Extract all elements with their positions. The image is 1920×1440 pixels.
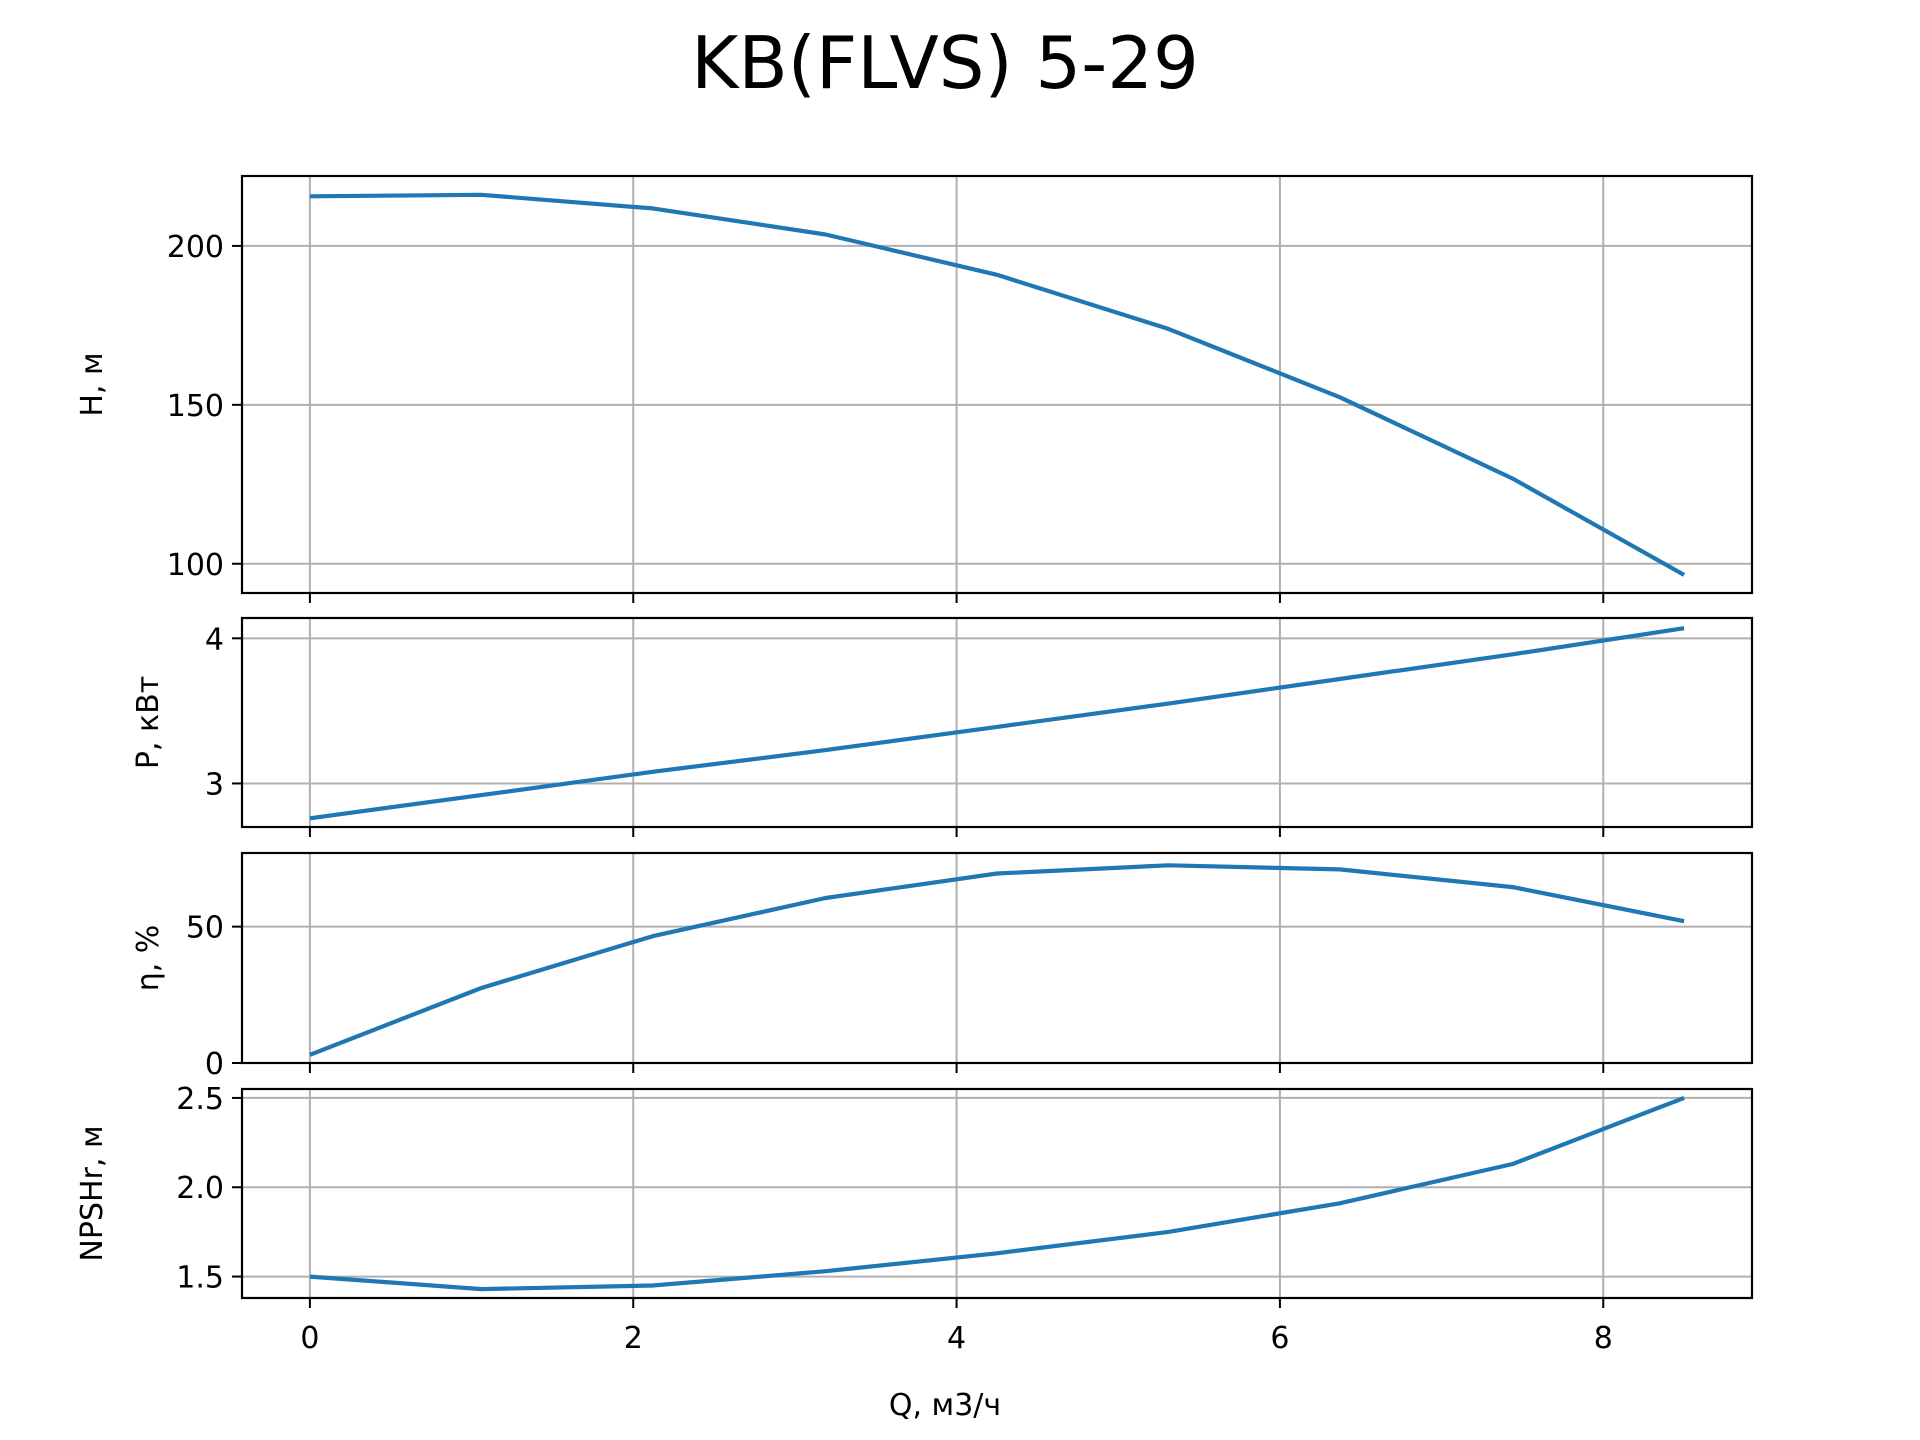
efficiency-y-tick-label: 0: [205, 1047, 224, 1082]
efficiency-panel: 0 50 η, %: [131, 851, 1754, 1082]
power-y-tick-label: 3: [205, 767, 224, 802]
x-axis-label: Q, м3/ч: [889, 1388, 1001, 1423]
npsh-y-tick-label: 1.5: [176, 1261, 224, 1296]
npsh-y-axis-label: NPSHr, м: [75, 1125, 110, 1261]
efficiency-series-line: [309, 863, 1685, 1057]
chart-title: KB(FLVS) 5-29: [691, 21, 1199, 105]
power-y-axis-label: P, кВт: [131, 676, 166, 769]
npsh-panel: 0 2 4 6 8 1.5 2.0 2.5 NPSHr, м: [75, 1082, 1754, 1356]
head-panel: 100 150 200 H, м: [75, 174, 1754, 603]
efficiency-y-axis-label: η, %: [131, 925, 166, 992]
x-tick-label: 4: [947, 1321, 966, 1356]
power-series-line: [309, 626, 1685, 821]
npsh-axes-frame: [240, 1087, 1754, 1300]
efficiency-axes-frame: [240, 851, 1754, 1065]
x-tick-label: 8: [1594, 1321, 1613, 1356]
npsh-series-line: [309, 1095, 1685, 1292]
power-panel: 3 4 P, кВт: [131, 616, 1754, 837]
head-series-line: [309, 192, 1686, 577]
subplots: 100 150 200 H, м 3 4 P, кВт 0 50 η, % 0 2 4 6 8 1.5 2.0 2…: [75, 174, 1754, 1356]
x-tick-label: 2: [624, 1321, 643, 1356]
head-axes-frame: [240, 174, 1754, 595]
head-y-tick-label: 100: [167, 548, 224, 583]
power-y-tick-label: 4: [205, 622, 224, 657]
head-y-tick-label: 200: [167, 230, 224, 265]
npsh-y-tick-label: 2.0: [176, 1171, 224, 1206]
efficiency-y-tick-label: 50: [186, 911, 224, 946]
x-tick-label: 0: [300, 1321, 319, 1356]
head-y-tick-label: 150: [167, 389, 224, 424]
npsh-y-tick-label: 2.5: [176, 1082, 224, 1117]
x-tick-label: 6: [1270, 1321, 1289, 1356]
head-y-axis-label: H, м: [75, 352, 110, 416]
power-axes-frame: [240, 616, 1754, 829]
